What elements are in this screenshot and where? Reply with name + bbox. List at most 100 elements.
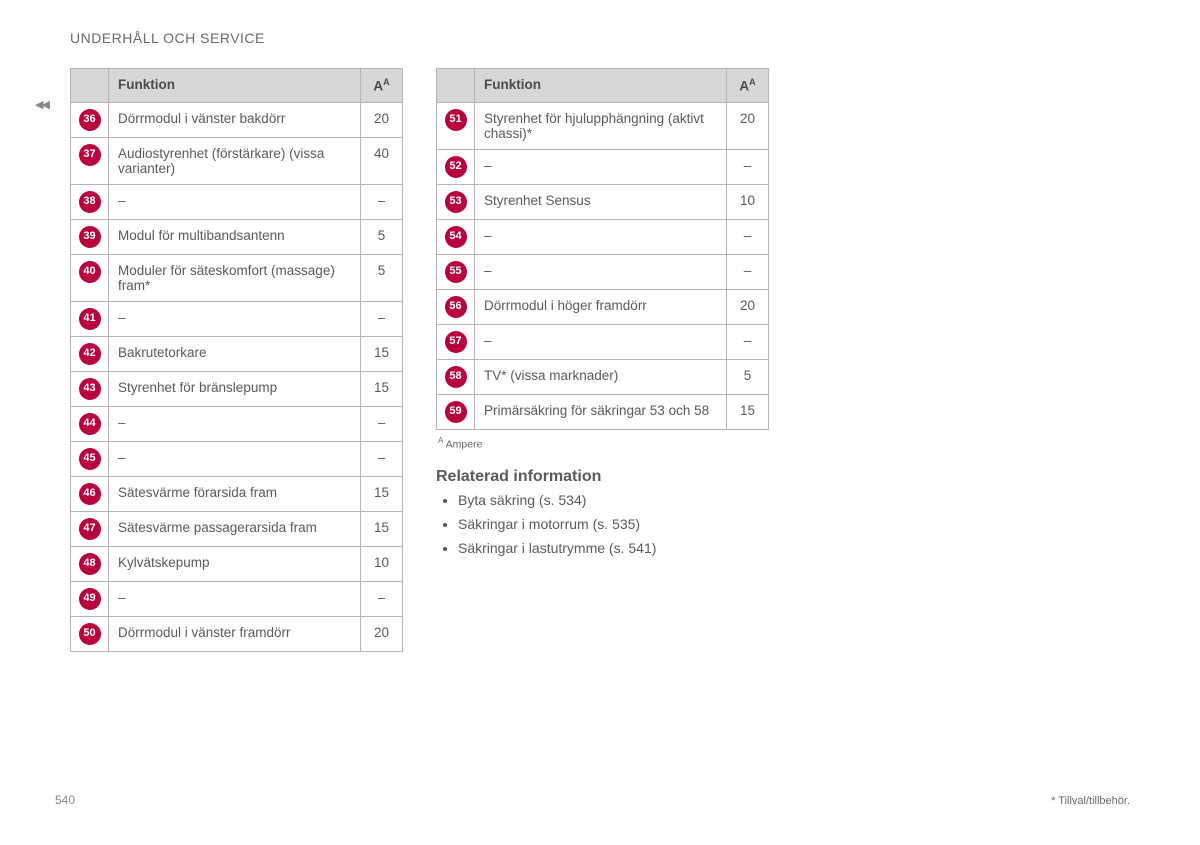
fuse-function-cell: – [475,219,727,254]
fuse-badge: 47 [79,518,101,540]
fuse-amp-cell: – [361,406,403,441]
fuse-function-cell: – [109,441,361,476]
fuse-badge: 56 [445,296,467,318]
table-row: 50 Dörrmodul i vänster framdörr20 [71,616,403,651]
fuse-number-cell: 58 [437,359,475,394]
fuse-amp-cell: 15 [361,476,403,511]
fuse-badge: 51 [445,109,467,131]
fuse-badge: 59 [445,401,467,423]
fuse-number-cell: 55 [437,254,475,289]
fuse-amp-cell: – [727,254,769,289]
fuse-function-cell: – [109,301,361,336]
table-row: 59 Primärsäkring för säkringar 53 och 581… [437,394,769,429]
fuse-badge: 48 [79,553,101,575]
column-right: Funktion AA 51Styrenhet för hjulupphängn… [436,68,769,652]
fuse-badge: 36 [79,109,101,131]
fuse-number-cell: 42 [71,336,109,371]
section-title: UNDERHÅLL OCH SERVICE [70,30,1130,46]
fuse-amp-cell: 20 [727,102,769,149]
fuse-function-cell: Styrenhet för hjulupphängning (aktivt ch… [475,102,727,149]
table-row: 47Sätesvärme passagerarsida fram15 [71,511,403,546]
column-left: Funktion AA 36Dörrmodul i vänster bakdör… [70,68,403,652]
list-item: Byta säkring (s. 534) [458,492,769,508]
fuse-badge: 43 [79,378,101,400]
fuse-number-cell: 46 [71,476,109,511]
list-item: Säkringar i lastutrymme (s. 541) [458,540,769,556]
fuse-function-cell: – [475,254,727,289]
list-item: Säkringar i motorrum (s. 535) [458,516,769,532]
fuse-badge: 49 [79,588,101,610]
fuse-badge: 42 [79,343,101,365]
table-row: 36Dörrmodul i vänster bakdörr20 [71,102,403,137]
fuse-badge: 45 [79,448,101,470]
fuse-number-cell: 41 [71,301,109,336]
fuse-badge: 41 [79,308,101,330]
fuse-function-cell: Modul för multibandsantenn [109,219,361,254]
related-info-heading: Relaterad information [436,468,769,486]
table-row: 46Sätesvärme förarsida fram15 [71,476,403,511]
table-row: 44–– [71,406,403,441]
header-blank [71,69,109,103]
fuse-function-cell: – [109,581,361,616]
table-row: 43 Styrenhet för bränslepump15 [71,371,403,406]
fuse-amp-cell: – [727,149,769,184]
fuse-badge: 40 [79,261,101,283]
continuation-indicator: ◀◀ [35,98,48,111]
header-funktion: Funktion [109,69,361,103]
fuse-amp-cell: 15 [361,336,403,371]
fuse-amp-cell: 20 [361,102,403,137]
fuse-amp-cell: 20 [727,289,769,324]
fuse-function-cell: Moduler för säteskomfort (massage) fram* [109,254,361,301]
fuse-badge: 44 [79,413,101,435]
footer-note: * Tillval/tillbehör. [1051,795,1130,807]
fuse-function-cell: Primärsäkring för säkringar 53 och 58 [475,394,727,429]
fuse-function-cell: – [109,184,361,219]
fuse-amp-cell: 5 [361,254,403,301]
fuse-function-cell: – [475,149,727,184]
fuse-number-cell: 36 [71,102,109,137]
fuse-number-cell: 54 [437,219,475,254]
fuse-amp-cell: – [361,184,403,219]
fuse-amp-cell: 40 [361,137,403,184]
fuse-badge: 55 [445,261,467,283]
header-amp: AA [727,69,769,103]
table-row: 53Styrenhet Sensus10 [437,184,769,219]
fuse-amp-cell: – [361,301,403,336]
table-row: 57–– [437,324,769,359]
fuse-number-cell: 59 [437,394,475,429]
fuse-number-cell: 43 [71,371,109,406]
fuse-function-cell: Dörrmodul i höger framdörr [475,289,727,324]
fuse-number-cell: 47 [71,511,109,546]
fuse-badge: 39 [79,226,101,248]
fuse-function-cell: Styrenhet för bränslepump [109,371,361,406]
page-number: 540 [55,793,75,807]
fuse-amp-cell: 20 [361,616,403,651]
fuse-function-cell: Audiostyrenhet (förstärkare) (vissa vari… [109,137,361,184]
fuse-amp-cell: 15 [361,371,403,406]
fuse-amp-cell: 10 [727,184,769,219]
fuse-function-cell: Dörrmodul i vänster framdörr [109,616,361,651]
fuse-badge: 50 [79,623,101,645]
fuse-badge: 38 [79,191,101,213]
ampere-footnote: A Ampere [438,436,769,451]
table-row: 42Bakrutetorkare15 [71,336,403,371]
table-row: 37Audiostyrenhet (förstärkare) (vissa va… [71,137,403,184]
fuse-number-cell: 52 [437,149,475,184]
fuse-number-cell: 56 [437,289,475,324]
fuse-badge: 46 [79,483,101,505]
table-row: 52–– [437,149,769,184]
table-row: 45–– [71,441,403,476]
fuse-amp-cell: – [361,581,403,616]
fuse-badge: 57 [445,331,467,353]
fuse-amp-cell: 10 [361,546,403,581]
table-row: 55–– [437,254,769,289]
table-row: 51 Styrenhet för hjulupphängning (aktivt … [437,102,769,149]
fuse-function-cell: – [475,324,727,359]
fuse-number-cell: 40 [71,254,109,301]
table-row: 56 Dörrmodul i höger framdörr20 [437,289,769,324]
header-blank [437,69,475,103]
fuse-number-cell: 37 [71,137,109,184]
fuse-amp-cell: 15 [727,394,769,429]
fuse-function-cell: Styrenhet Sensus [475,184,727,219]
table-row: 38–– [71,184,403,219]
